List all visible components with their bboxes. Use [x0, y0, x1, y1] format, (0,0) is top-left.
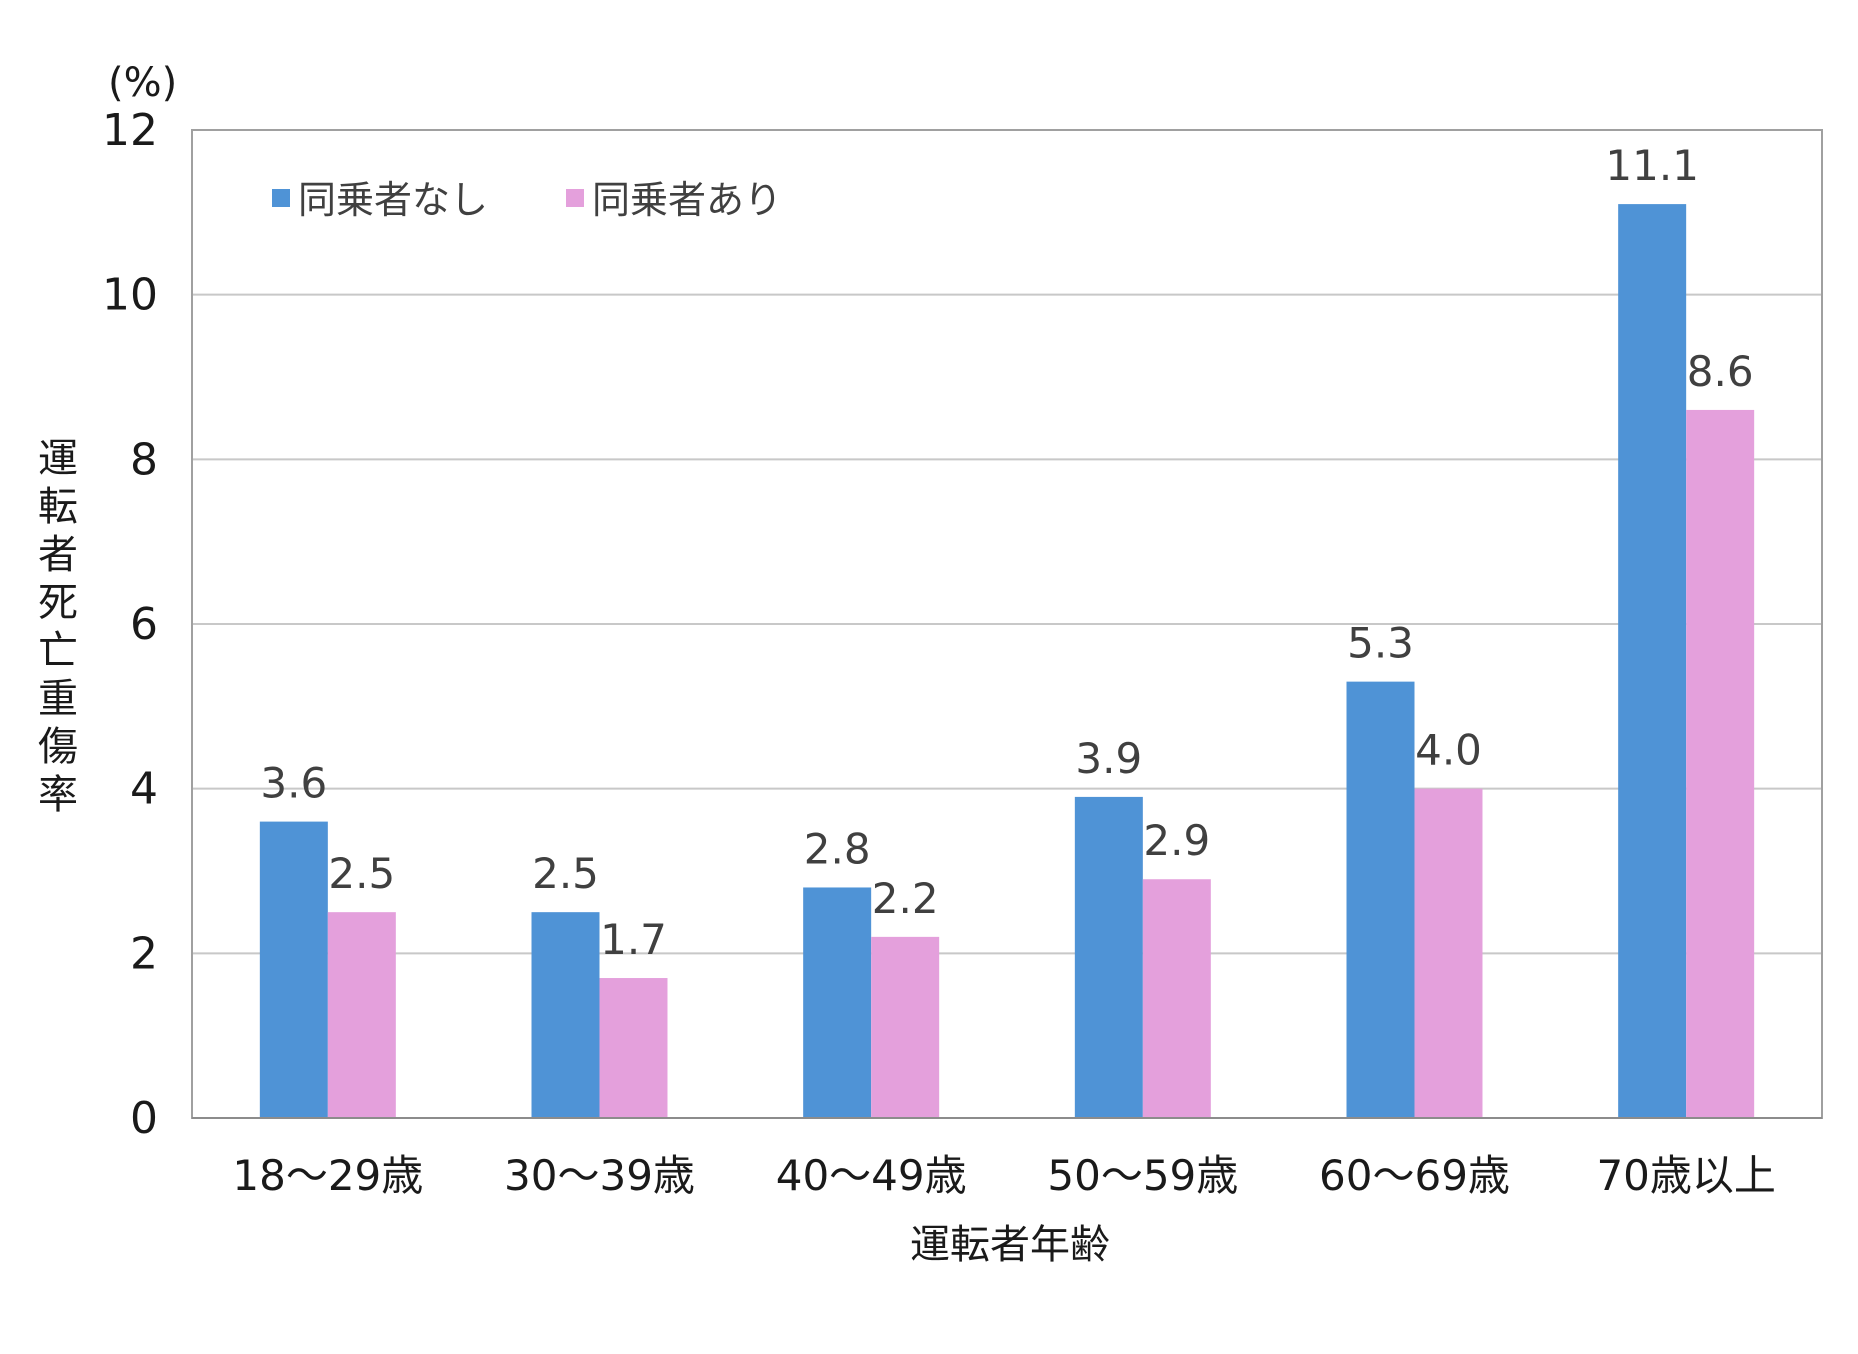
- legend-swatch: [272, 189, 290, 207]
- bar-with-passenger: [327, 912, 396, 1118]
- y-tick-label: 2: [130, 928, 158, 979]
- y-tick-label: 10: [102, 270, 158, 321]
- data-label: 2.2: [872, 874, 939, 923]
- y-tick-label: 4: [130, 764, 158, 815]
- bar-with-passenger: [871, 936, 940, 1118]
- bar-no-passenger: [259, 821, 328, 1118]
- x-tick-label: 40～49歳: [776, 1151, 967, 1200]
- y-axis-unit: (%): [108, 60, 177, 106]
- data-label: 2.8: [804, 824, 871, 873]
- bar-no-passenger: [1074, 796, 1143, 1118]
- x-tick-label: 50～59歳: [1047, 1151, 1238, 1200]
- bar-with-passenger: [1142, 879, 1211, 1118]
- bar-with-passenger: [1686, 409, 1755, 1118]
- data-label: 3.9: [1075, 734, 1142, 783]
- bar-no-passenger: [531, 912, 600, 1118]
- y-axis-title-char: 死: [38, 580, 78, 626]
- y-axis-title-char: 傷: [38, 724, 78, 770]
- y-tick-label: 12: [102, 105, 158, 156]
- legend-label: 同乗者あり: [592, 178, 782, 222]
- bar-with-passenger: [599, 978, 668, 1118]
- x-tick-label: 30～39歳: [504, 1151, 695, 1200]
- legend-label: 同乗者なし: [298, 178, 488, 222]
- x-tick-label: 70歳以上: [1596, 1151, 1775, 1200]
- data-label: 1.7: [600, 915, 667, 964]
- data-label: 11.1: [1605, 141, 1699, 190]
- data-label: 4.0: [1415, 726, 1482, 775]
- bar-no-passenger: [1618, 204, 1687, 1119]
- y-axis-title-char: 運: [38, 436, 78, 482]
- x-tick-label: 60～69歳: [1319, 1151, 1510, 1200]
- y-tick-label: 6: [130, 599, 158, 650]
- legend-swatch: [566, 189, 584, 207]
- data-label: 3.6: [260, 759, 327, 808]
- y-axis-title-char: 転: [38, 484, 78, 530]
- bar-no-passenger: [803, 887, 872, 1118]
- data-label: 2.5: [532, 849, 599, 898]
- bar-no-passenger: [1346, 681, 1415, 1118]
- y-axis-title-char: 率: [38, 772, 78, 818]
- data-label: 2.5: [328, 849, 395, 898]
- y-tick-label: 8: [130, 434, 158, 485]
- data-label: 5.3: [1347, 619, 1414, 668]
- y-axis-title-char: 亡: [38, 628, 78, 674]
- y-axis-title-char: 重: [38, 676, 78, 722]
- data-label: 8.6: [1687, 347, 1754, 396]
- y-tick-label: 0: [130, 1093, 158, 1144]
- x-tick-label: 18～29歳: [232, 1151, 423, 1200]
- x-axis-title: 運転者年齢: [910, 1222, 1110, 1268]
- y-axis-title-char: 者: [38, 532, 78, 578]
- data-label: 2.9: [1143, 816, 1210, 865]
- bar-with-passenger: [1414, 788, 1483, 1118]
